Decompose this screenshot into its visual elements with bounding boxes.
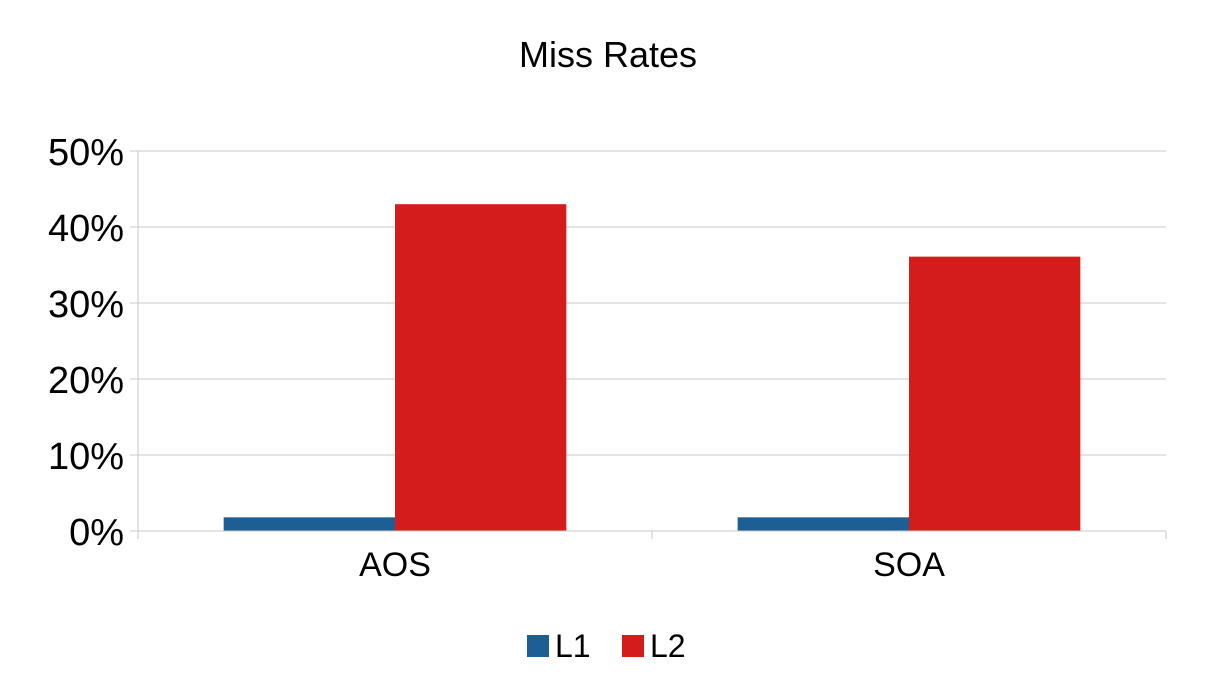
chart-title: Miss Rates [519,34,697,75]
bar-l1-soa [737,517,909,531]
x-tick-label: SOA [873,546,945,584]
bars [223,204,1081,531]
legend-label: L2 [650,628,686,664]
legend: L1 L2 [527,628,686,664]
y-tick-label: 0% [69,512,124,554]
bar-l1-aos [223,517,395,531]
bar-l2-soa [909,256,1081,531]
y-tick-label: 30% [48,284,124,326]
y-tick-label: 10% [48,436,124,478]
y-tick-label: 20% [48,360,124,402]
legend-swatch [527,635,549,657]
x-tick-label: AOS [359,546,431,584]
legend-swatch [622,635,644,657]
y-tick-label: 40% [48,208,124,250]
axes: 0% 10% 20% 30% 40% 50% AOS SOA [48,132,1167,584]
y-tick-label: 50% [48,132,124,174]
legend-label: L1 [555,628,591,664]
bar-l2-aos [395,204,567,531]
